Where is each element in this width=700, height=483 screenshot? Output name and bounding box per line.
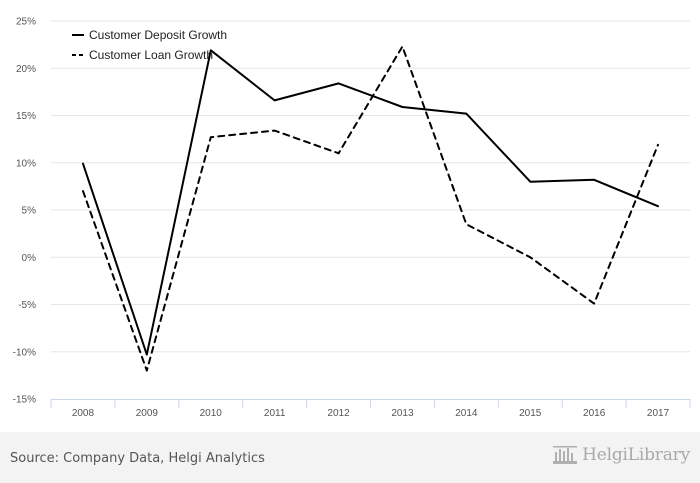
- library-building-icon: [553, 446, 578, 464]
- legend: Customer Deposit Growth Customer Loan Gr…: [72, 28, 227, 62]
- y-tick-label: 20%: [16, 64, 36, 75]
- y-tick-label: 5%: [22, 206, 37, 217]
- y-tick-label: -15%: [13, 395, 36, 406]
- y-axis-ticks: 25% 20% 15% 10% 5% 0% -5% -10% -15%: [13, 17, 36, 406]
- x-tick-label: 2010: [200, 408, 223, 419]
- x-axis: 2008 2009 2010 2011 2012 2013 2014 2015 2016 2017: [50, 399, 691, 419]
- helgi-library-logo[interactable]: HelgiLibrary: [552, 445, 690, 465]
- x-tick-label: 2017: [647, 408, 670, 419]
- x-tick-label: 2008: [72, 408, 95, 419]
- x-tick-label: 2015: [519, 408, 542, 419]
- legend-label-loan: Customer Loan Growth: [89, 48, 213, 62]
- footer-bar: Source: Company Data, Helgi Analytics He…: [0, 432, 700, 483]
- y-tick-label: 0%: [22, 253, 37, 264]
- x-tick-label: 2014: [455, 408, 478, 419]
- line-chart: 25% 20% 15% 10% 5% 0% -5% -10% -15% 2008 2009 2010…: [13, 17, 691, 419]
- legend-item-deposit[interactable]: Customer Deposit Growth: [72, 28, 227, 42]
- y-tick-label: 25%: [16, 17, 36, 28]
- legend-item-loan[interactable]: Customer Loan Growth: [72, 48, 213, 62]
- y-tick-label: 10%: [16, 158, 36, 169]
- x-tick-label: 2011: [264, 408, 286, 419]
- x-tick-label: 2016: [583, 408, 606, 419]
- logo-text: HelgiLibrary: [582, 445, 690, 465]
- legend-label-deposit: Customer Deposit Growth: [89, 28, 227, 42]
- series-line-deposit[interactable]: [82, 49, 659, 356]
- x-tick-label: 2013: [391, 408, 414, 419]
- x-tick-label: 2009: [136, 408, 159, 419]
- series-lines: [82, 45, 659, 372]
- grid-lines: [51, 20, 690, 353]
- series-line-loan[interactable]: [82, 45, 659, 372]
- x-tick-label: 2012: [327, 408, 350, 419]
- y-tick-label: -5%: [18, 300, 36, 311]
- source-text: Source: Company Data, Helgi Analytics: [10, 451, 265, 466]
- y-tick-label: -10%: [13, 347, 36, 358]
- y-tick-label: 15%: [16, 111, 36, 122]
